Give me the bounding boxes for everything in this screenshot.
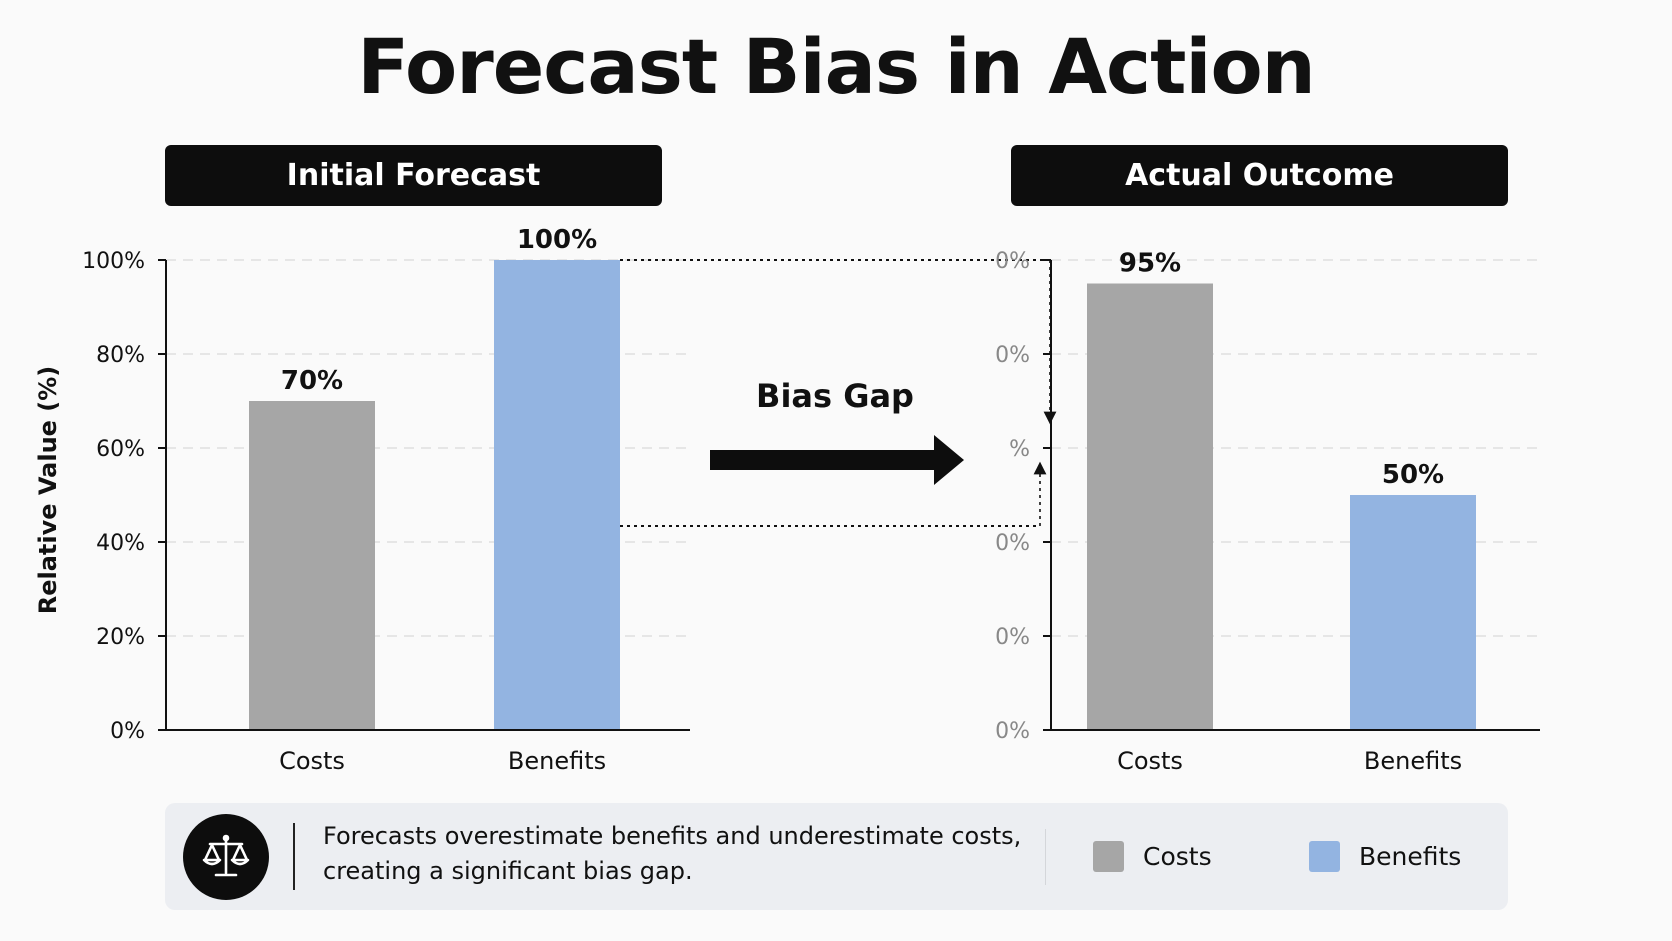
bar-value-label: 95% [1119, 249, 1181, 279]
footer-caption-line: creating a significant bias gap. [323, 857, 693, 885]
y-tick-label: 60% [96, 437, 145, 462]
legend-label: Costs [1143, 842, 1212, 871]
y-tick-label: 0% [110, 719, 145, 744]
y-tick-label: 0% [995, 625, 1030, 650]
scales-icon [183, 814, 269, 900]
y-tick-label: 0% [995, 719, 1030, 744]
legend-item-benefits: Benefits [1309, 841, 1461, 872]
footer-caption-line: Forecasts overestimate benefits and unde… [323, 822, 1022, 850]
bar-benefits [1350, 495, 1476, 730]
y-tick-label: 100% [82, 249, 145, 274]
x-category-label: Costs [1117, 747, 1183, 775]
footer-summary: Forecasts overestimate benefits and unde… [165, 803, 1508, 910]
bar-value-label: 70% [281, 366, 343, 396]
bar-costs [249, 401, 375, 730]
legend-swatch-benefits [1309, 841, 1340, 872]
x-category-label: Benefits [1364, 747, 1462, 775]
y-axis-title: Relative Value (%) [34, 366, 62, 615]
page-title: Forecast Bias in Action [357, 22, 1316, 111]
y-tick-label: 0% [995, 343, 1030, 368]
x-category-label: Costs [279, 747, 345, 775]
y-tick-label: 80% [96, 343, 145, 368]
bias-gap-arrow [710, 435, 964, 485]
panel-header-actual-outcome: Actual Outcome [1011, 145, 1508, 206]
bar-costs [1087, 283, 1213, 730]
footer-divider [1045, 829, 1046, 885]
y-tick-label: 0% [995, 249, 1030, 274]
y-tick-label: 20% [96, 625, 145, 650]
y-tick-label: 40% [96, 531, 145, 556]
legend-item-costs: Costs [1093, 841, 1212, 872]
footer-caption: Forecasts overestimate benefits and unde… [323, 819, 1023, 889]
legend-swatch-costs [1093, 841, 1124, 872]
x-category-label: Benefits [508, 747, 606, 775]
bar-benefits [494, 260, 620, 730]
footer-divider [293, 823, 295, 890]
y-tick-label: % [1009, 437, 1030, 462]
bar-value-label: 50% [1382, 460, 1444, 490]
panel-header-label: Actual Outcome [1125, 158, 1394, 193]
bar-value-label: 100% [517, 225, 597, 255]
panel-header-label: Initial Forecast [286, 158, 541, 193]
panel-header-initial-forecast: Initial Forecast [165, 145, 662, 206]
y-tick-label: 0% [995, 531, 1030, 556]
legend-label: Benefits [1359, 842, 1462, 871]
bias-gap-label: Bias Gap [756, 377, 914, 415]
